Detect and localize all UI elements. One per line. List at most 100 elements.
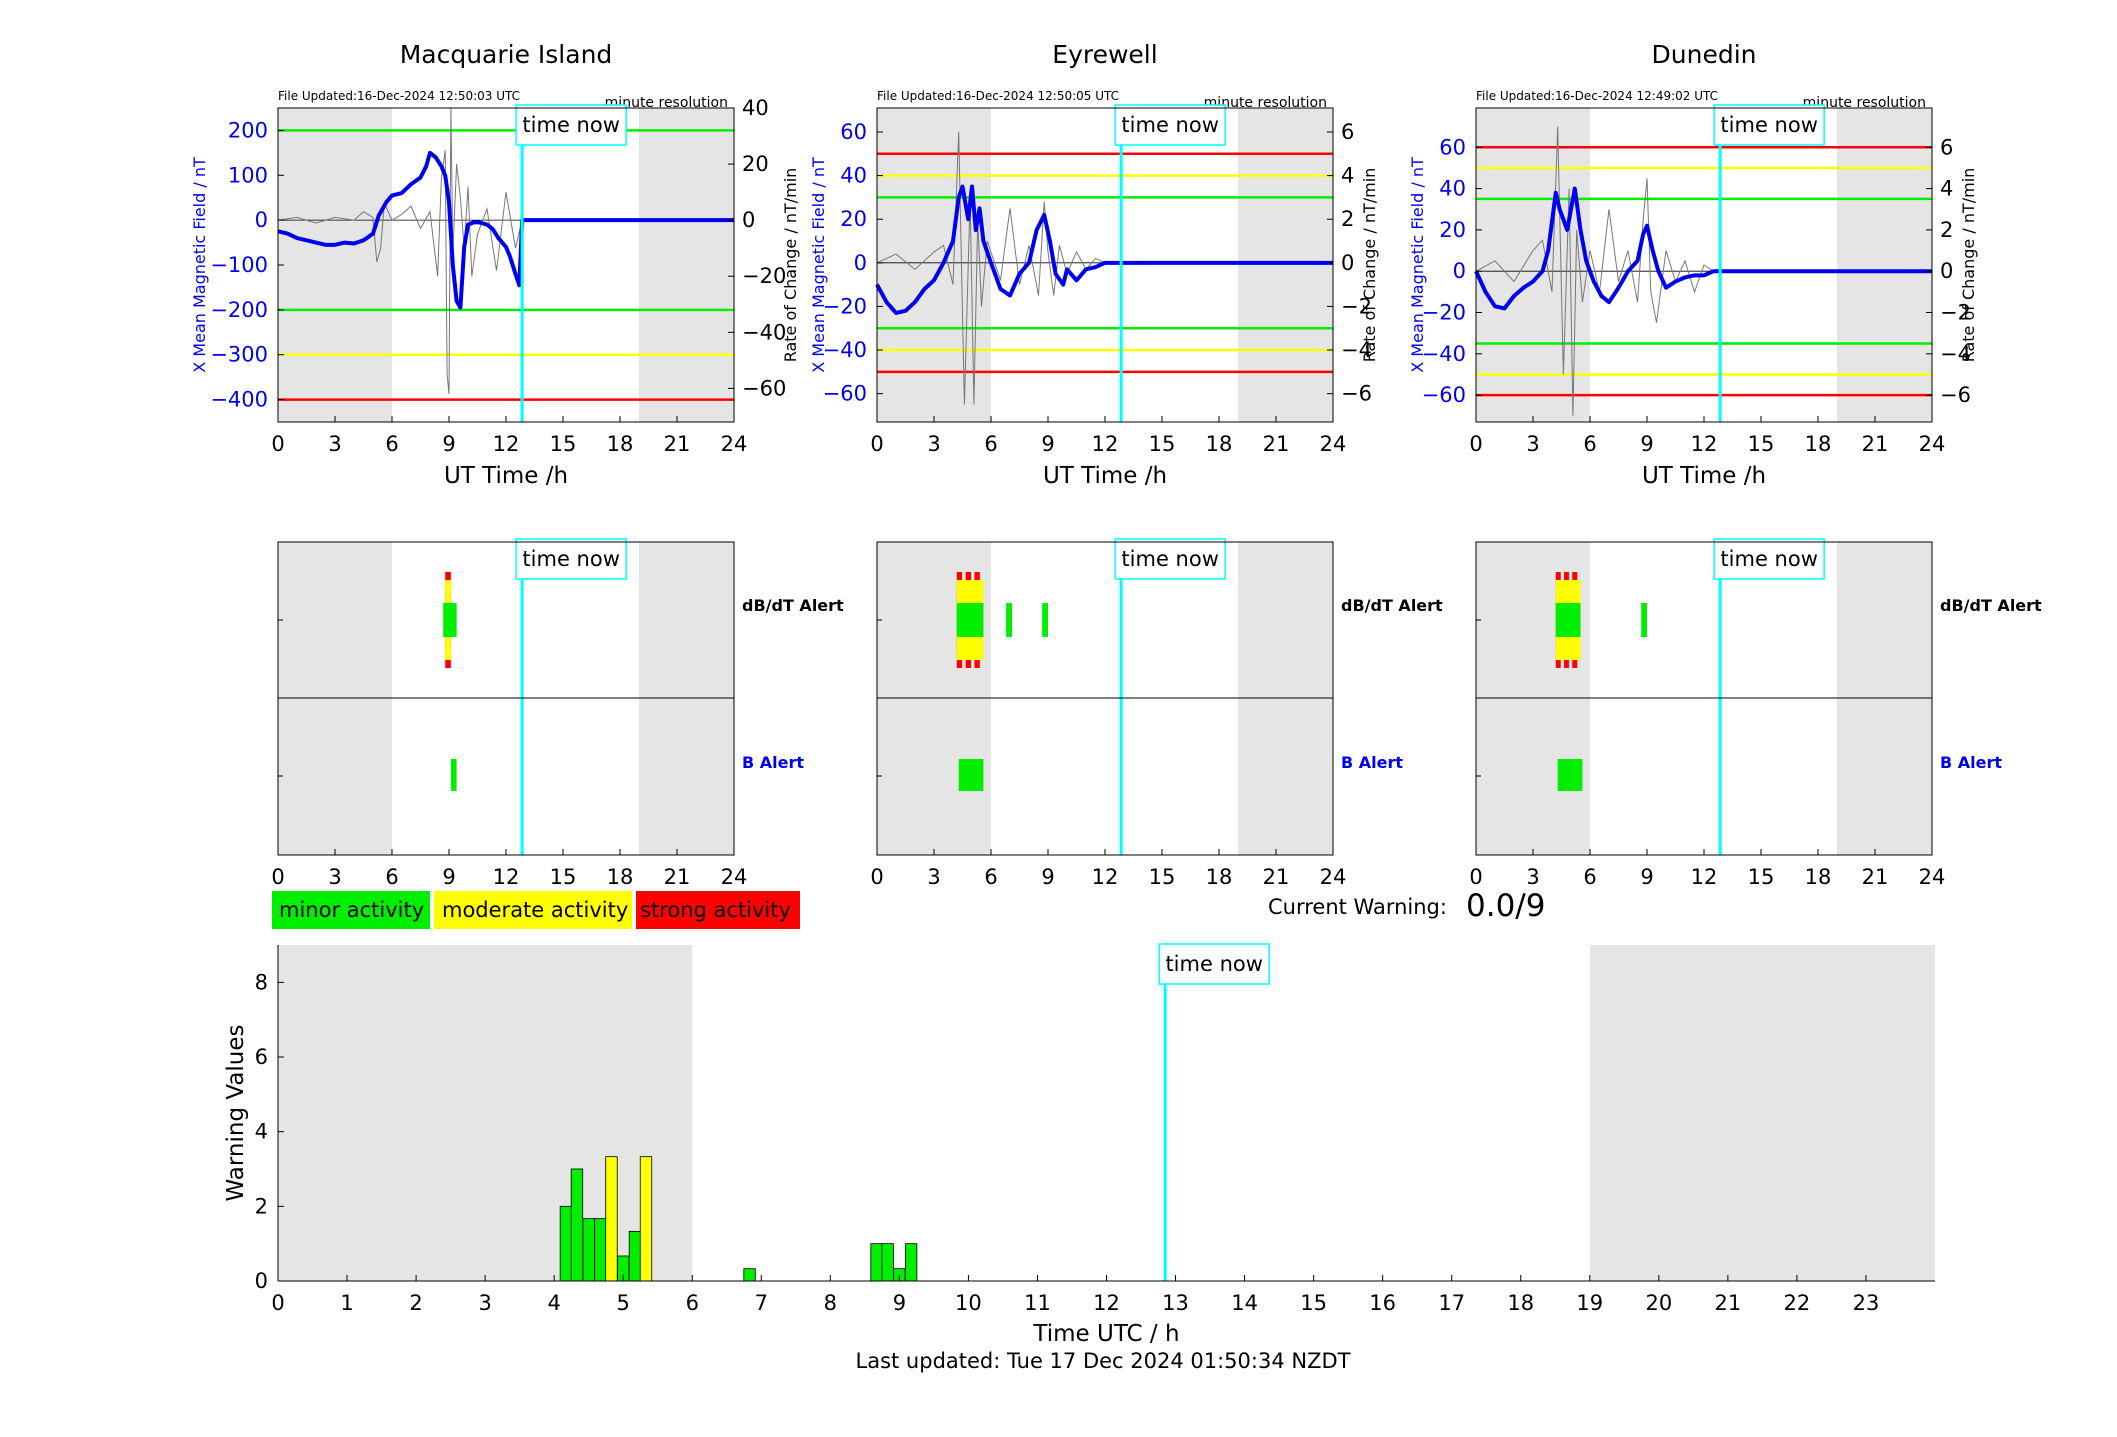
warning-x-tick-label: 9 (893, 1291, 906, 1315)
file-updated-text: File Updated:16-Dec-2024 12:49:02 UTC (1476, 89, 1718, 103)
warning-bar (881, 1243, 894, 1282)
x-tick-label: 0 (870, 432, 883, 456)
y2-tick-label: 40 (742, 96, 769, 120)
night-shade (1476, 108, 1590, 422)
current-warning: Current Warning: 0.0/9 (1268, 888, 1545, 924)
y-axis-label: X Mean Magnetic Field / nT (809, 157, 828, 373)
station-title: Eyrewell (1052, 40, 1157, 69)
alert-x-tick-label: 21 (1862, 865, 1889, 889)
alert-x-tick-label: 15 (550, 865, 577, 889)
x-tick-label: 0 (1469, 432, 1482, 456)
x-tick-label: 15 (1149, 432, 1176, 456)
warning-x-tick-label: 21 (1715, 1291, 1742, 1315)
alert-x-tick-label: 3 (1526, 865, 1539, 889)
alert-x-tick-label: 15 (1149, 865, 1176, 889)
alert-x-tick-label: 18 (1805, 865, 1832, 889)
b-alert-label: B Alert (742, 753, 804, 772)
dbdt-moderate-upper (445, 580, 451, 594)
warning-x-tick-label: 4 (547, 1291, 560, 1315)
y-tick-label: −40 (823, 338, 867, 362)
resolution-text: minute resolution (1803, 95, 1926, 111)
warning-x-tick-label: 6 (686, 1291, 699, 1315)
dbdt-alert-label: dB/dT Alert (1341, 596, 1443, 615)
warning-x-tick-label: 8 (824, 1291, 837, 1315)
warning-x-tick-label: 15 (1300, 1291, 1327, 1315)
warning-night-shade (1589, 945, 1935, 1281)
warning-x-tick-label: 16 (1369, 1291, 1396, 1315)
b-alert-label: B Alert (1940, 753, 2002, 772)
alert-x-tick-label: 21 (664, 865, 691, 889)
y2-tick-label: −20 (742, 264, 786, 288)
y-tick-label: −20 (1422, 301, 1466, 325)
alert-x-tick-label: 3 (927, 865, 940, 889)
y2-tick-label: −60 (742, 376, 786, 400)
dbdt-minor-block (1042, 603, 1048, 637)
last-updated: Last updated: Tue 17 Dec 2024 01:50:34 N… (856, 1349, 1351, 1373)
warning-x-tick-label: 14 (1231, 1291, 1258, 1315)
b-alert-label: B Alert (1341, 753, 1403, 772)
dbdt-alert-label: dB/dT Alert (1940, 596, 2042, 615)
alert-x-tick-label: 21 (1263, 865, 1290, 889)
alert-x-tick-label: 24 (1320, 865, 1347, 889)
warning-bar (904, 1243, 918, 1282)
y2-axis-label: Rate of Change / nT/min (1959, 168, 1978, 363)
alert-x-tick-label: 9 (1640, 865, 1653, 889)
legend-strong-swatch (634, 889, 802, 931)
y2-tick-label: 0 (1940, 259, 1953, 283)
alert-time-now-label: time now (1121, 547, 1218, 571)
resolution-text: minute resolution (1204, 95, 1327, 111)
y-tick-label: −200 (210, 298, 268, 322)
y2-tick-label: 6 (1341, 120, 1354, 144)
warning-x-tick-label: 3 (478, 1291, 491, 1315)
y2-axis-label: Rate of Change / nT/min (1360, 168, 1379, 363)
y2-tick-label: −6 (1940, 383, 1971, 407)
warning-y-tick-label: 8 (255, 970, 268, 994)
dbdt-moderate-upper (956, 580, 984, 594)
rate-of-change-series (1475, 126, 1714, 416)
field-series (277, 150, 734, 310)
field-series (1474, 186, 1932, 311)
alert-time-now-label: time now (522, 547, 619, 571)
legend-moderate-swatch (432, 889, 634, 931)
y-tick-label: 40 (840, 164, 867, 188)
x-tick-label: 21 (1862, 432, 1889, 456)
alert-time-now-box (1114, 538, 1226, 580)
y-tick-label: −60 (823, 382, 867, 406)
y2-tick-label: −6 (1341, 382, 1372, 406)
x-tick-label: 15 (550, 432, 577, 456)
stations-layer: Macquarie Island File Updated:16-Dec-2024… (190, 40, 2042, 889)
x-tick-label: 21 (1263, 432, 1290, 456)
y-tick-label: 20 (1439, 218, 1466, 242)
warning-y-axis-label: Warning Values (223, 1024, 249, 1201)
warning-x-tick-label: 7 (755, 1291, 768, 1315)
warning-bar (559, 1205, 573, 1282)
dbdt-minor-block (443, 603, 457, 637)
alert-x-tick-label: 0 (271, 865, 284, 889)
x-tick-label: 18 (607, 432, 634, 456)
y-tick-label: −20 (823, 294, 867, 318)
y2-tick-label: 4 (1341, 164, 1354, 188)
x-tick-label: 12 (493, 432, 520, 456)
warning-x-tick-label: 0 (271, 1291, 284, 1315)
x-axis-label: UT Time /h (1642, 463, 1766, 489)
x-tick-label: 3 (328, 432, 341, 456)
x-tick-label: 6 (1583, 432, 1596, 456)
warning-x-tick-label: 12 (1093, 1291, 1120, 1315)
alert-x-tick-label: 24 (1919, 865, 1946, 889)
warning-bar (594, 1218, 607, 1282)
y-axis-label: X Mean Magnetic Field / nT (190, 157, 209, 373)
warning-x-tick-label: 5 (617, 1291, 630, 1315)
field-series (875, 184, 1333, 315)
b-alert-minor (450, 759, 457, 791)
x-tick-label: 3 (927, 432, 940, 456)
x-tick-label: 12 (1092, 432, 1119, 456)
warning-bar (570, 1168, 584, 1282)
y-tick-label: 0 (854, 251, 867, 275)
y-tick-label: 100 (228, 163, 268, 187)
x-tick-label: 18 (1206, 432, 1233, 456)
warning-x-tick-label: 2 (409, 1291, 422, 1315)
warning-x-tick-label: 17 (1438, 1291, 1465, 1315)
x-tick-label: 3 (1526, 432, 1539, 456)
